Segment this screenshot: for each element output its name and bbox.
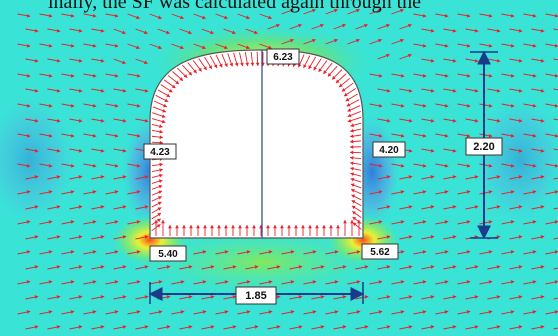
left-wall-value: 4.23 [150, 147, 170, 158]
left-wall-label: 4.23 [143, 143, 177, 160]
boundary-vectors [151, 51, 362, 236]
right-corner-value: 5.62 [370, 247, 390, 258]
crown-label: 6.23 [266, 48, 300, 65]
right-wall-label: 4.20 [372, 141, 406, 158]
height-label: 2.20 [465, 137, 503, 156]
left-corner-label: 5.40 [149, 245, 187, 262]
left-corner-value: 5.40 [158, 249, 178, 260]
field-vectors [17, 8, 558, 330]
right-corner-label: 5.62 [361, 243, 399, 260]
crown-value: 6.23 [273, 52, 293, 63]
height-value: 2.20 [473, 141, 494, 153]
width-label: 1.85 [235, 286, 277, 305]
right-wall-value: 4.20 [379, 145, 399, 156]
caption-text-fragment: inally, the SF was calculated again thro… [48, 0, 422, 13]
width-value: 1.85 [245, 290, 266, 302]
